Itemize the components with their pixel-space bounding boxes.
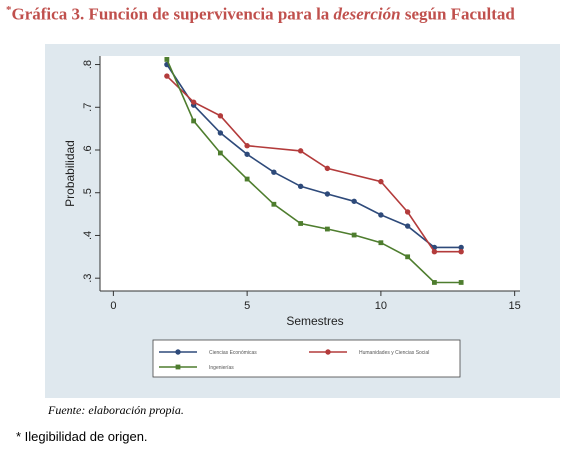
data-point bbox=[244, 176, 250, 182]
x-tick-label: 0 bbox=[110, 300, 116, 312]
legend-entry: Ciencias Económicas bbox=[159, 349, 257, 356]
y-tick-label: .7 bbox=[82, 103, 94, 112]
title-asterisk: * bbox=[6, 4, 12, 16]
y-tick-label: .3 bbox=[82, 274, 94, 283]
legend: Ciencias Económicas Humanidades y Ciencia… bbox=[152, 339, 461, 378]
data-point bbox=[458, 244, 464, 251]
data-point bbox=[164, 73, 170, 79]
source-note: Fuente: elaboración propia. bbox=[48, 403, 184, 417]
legend-label: Ingenierías bbox=[209, 365, 234, 371]
data-point bbox=[404, 209, 411, 215]
survival-chart: .3 .4 .5 .6 .7 .8 0 5 10 15 Semestres Probabilidad C… bbox=[63, 56, 521, 378]
legend-box bbox=[152, 339, 461, 378]
plot-area bbox=[100, 56, 520, 291]
data-point bbox=[351, 232, 357, 238]
data-point bbox=[298, 221, 304, 226]
legend-entry: Ingenierías bbox=[159, 364, 234, 371]
series-line bbox=[166, 75, 462, 253]
legend-label: Ciencias Económicas bbox=[209, 350, 257, 356]
data-point bbox=[431, 280, 437, 285]
data-point bbox=[217, 130, 224, 136]
data-point bbox=[217, 150, 223, 156]
data-point bbox=[271, 169, 277, 175]
series-line bbox=[166, 59, 462, 284]
data-point bbox=[191, 118, 197, 124]
figure-title: *Gráfica 3. Función de supervivencia par… bbox=[6, 4, 571, 25]
data-point bbox=[190, 99, 197, 105]
data-point bbox=[458, 280, 464, 285]
legibility-note: * Ilegibilidad de origen. bbox=[16, 429, 148, 444]
series-1 bbox=[164, 61, 464, 251]
data-point bbox=[297, 183, 304, 190]
y-tick-label: .8 bbox=[82, 60, 94, 69]
title-text-post: según Facultad bbox=[400, 4, 515, 24]
data-point bbox=[378, 178, 384, 185]
data-point bbox=[324, 165, 331, 172]
y-axis-title: Probabilidad bbox=[63, 140, 77, 207]
data-point bbox=[378, 212, 384, 218]
series-line bbox=[166, 64, 462, 249]
data-point bbox=[164, 57, 170, 62]
y-tick-label: .4 bbox=[82, 231, 94, 240]
legend-swatch-marker bbox=[175, 349, 181, 355]
y-tick-label: .5 bbox=[82, 188, 94, 197]
data-point bbox=[324, 226, 330, 232]
x-tick-label: 15 bbox=[509, 300, 521, 312]
data-point bbox=[244, 151, 250, 157]
data-point bbox=[404, 223, 411, 229]
y-tick-label: .6 bbox=[82, 145, 94, 154]
title-text-pre: Gráfica 3. Función de supervivencia para… bbox=[11, 4, 334, 24]
series-3 bbox=[164, 57, 464, 285]
legend-label: Humanidades y Ciencias Social bbox=[359, 350, 429, 356]
data-point bbox=[458, 248, 464, 255]
x-axis-title: Semestres bbox=[286, 314, 343, 328]
x-tick-label: 10 bbox=[375, 300, 387, 312]
legend-swatch-marker bbox=[325, 349, 331, 355]
legend-swatch-marker bbox=[175, 364, 181, 370]
data-point bbox=[217, 113, 224, 119]
x-tick-label: 5 bbox=[244, 300, 250, 312]
series-2 bbox=[164, 73, 464, 255]
legend-entry: Humanidades y Ciencias Social bbox=[309, 349, 429, 356]
data-point bbox=[297, 148, 304, 154]
data-point bbox=[271, 201, 277, 207]
data-point bbox=[405, 254, 411, 260]
data-point bbox=[431, 248, 438, 255]
data-point bbox=[244, 143, 250, 149]
data-point bbox=[351, 198, 357, 204]
data-point bbox=[324, 191, 331, 197]
title-text-emphasis: deserción bbox=[333, 4, 401, 24]
chart-figure: .3 .4 .5 .6 .7 .8 0 5 10 15 Semestres Probabilidad C… bbox=[45, 44, 560, 398]
data-point bbox=[378, 240, 384, 246]
